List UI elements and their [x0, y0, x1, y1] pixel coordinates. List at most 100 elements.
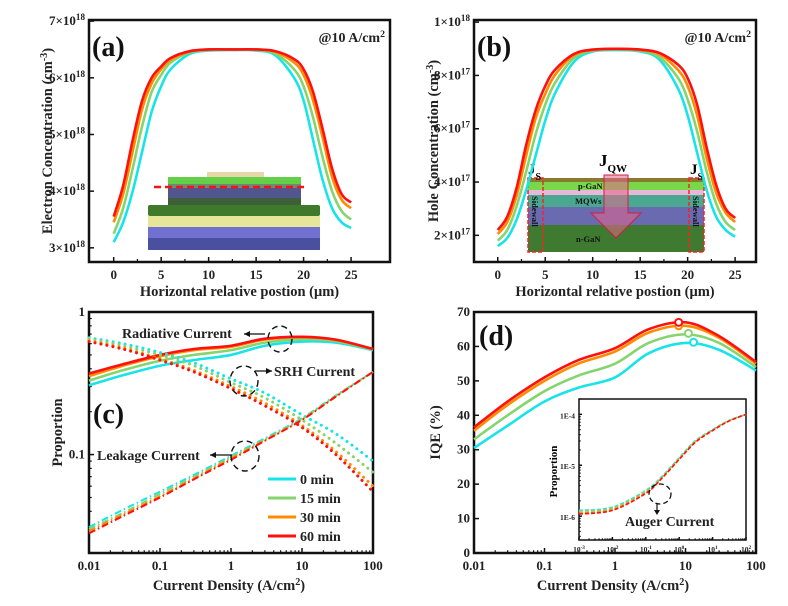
leakage-line-0-min: [88, 371, 374, 528]
y-tick-label: 1E-4: [560, 411, 575, 420]
plot-frame: [87, 18, 392, 264]
x-tick-label: 25: [345, 267, 359, 282]
panel-b: 0 5 10 15 20 252×10174×10176×10178×10171×1018…: [425, 13, 758, 300]
x-tick-label: 10: [202, 267, 215, 282]
legend-label: 60 min: [300, 530, 341, 545]
legend-label: 0 min: [300, 473, 334, 488]
device-schematic-a: [148, 172, 320, 250]
x-tick-label: 0: [494, 267, 501, 282]
mqws-label: MQWs: [575, 196, 602, 206]
x-tick-label: 100: [746, 558, 766, 573]
x-tick-label: 0.1: [536, 558, 552, 573]
x-axis-label: Current Density (A/cm2): [537, 577, 689, 595]
x-tick-label: 15: [634, 267, 648, 282]
x-tick-label: 0: [110, 267, 117, 282]
peak-marker-15-min: [683, 328, 693, 338]
p-gan-label: p-GaN: [578, 181, 603, 191]
leakage-line-15-min: [88, 371, 374, 531]
current-density-annotation: @10 A/cm2: [684, 29, 751, 47]
x-tick-label: 0.01: [78, 558, 101, 573]
highlight-ellipse: [267, 325, 293, 353]
y-tick-label: 70: [457, 304, 470, 319]
js-right-label: JS: [690, 162, 704, 183]
panel-label: (b): [477, 32, 511, 63]
sidewall-left-label: Sidewall: [530, 196, 540, 227]
srh-current-label: SRH Current: [274, 365, 355, 380]
y-tick-label: 0.1: [69, 447, 85, 462]
y-tick-label: 50: [457, 373, 470, 388]
y-axis-label: IQE (%): [428, 405, 444, 460]
x-tick-label: 20: [681, 267, 694, 282]
panel-d: 0.01 0.1 1 10 100 0 10 20 30 40 50 60 70 (d) Current D…: [428, 304, 766, 594]
y-tick-label: 60: [457, 338, 470, 353]
current-density-annotation: @10 A/cm2: [318, 29, 385, 47]
plot-frame: [472, 18, 758, 264]
x-tick-label: 0.1: [152, 558, 168, 573]
x-tick-label: 5: [158, 267, 165, 282]
y-tick-label: 1E-6: [560, 513, 575, 522]
panel-label: (d): [479, 321, 513, 352]
inset-background: [579, 399, 746, 540]
y-tick-label: 30: [457, 442, 470, 457]
x-tick-label: 10: [296, 558, 309, 573]
curve-0-min: [473, 341, 757, 450]
srh-line-0-min: [87, 336, 375, 463]
sidewall-left-box: [527, 177, 544, 253]
panel-c: 0.01 0.1 1 10 100 0.1 1 (c) Current Density (A/c…: [50, 304, 383, 594]
arrow-head-icon: [210, 452, 216, 458]
auger-inset: 10-3 10-2 10-1 100 101 102 1E-6 1E-5 1E-4 Proport…: [548, 398, 752, 554]
panel-label: (a): [92, 32, 125, 63]
curve-60-min: [473, 320, 757, 429]
panel-a: 0 5 10 15 20 253×10184×10185×10186×10187×1018…: [39, 12, 392, 300]
inset-y-axis-label: Proportion: [548, 446, 560, 498]
x-tick-label: 10: [586, 267, 599, 282]
x-axis-label: Horizontal relative postion (μm): [515, 284, 714, 300]
jqw-label: JQW: [599, 151, 627, 175]
x-tick-label: 10-2: [606, 545, 618, 554]
y-axis-label: Electron Concentration (cm-3): [39, 48, 57, 234]
y-tick-label: 40: [457, 407, 470, 422]
x-axis-label: Horizontal relative postion (μm): [140, 284, 339, 300]
arrow-head-icon: [266, 368, 272, 374]
legend-label: 30 min: [300, 511, 341, 526]
y-tick-label: 1: [79, 304, 86, 319]
x-tick-label: 100: [674, 545, 685, 554]
x-tick-label: 15: [250, 267, 264, 282]
x-tick-label: 1: [228, 558, 235, 573]
sidewall-right-box: [688, 177, 705, 253]
leakage-current-label: Leakage Current: [97, 449, 200, 464]
peak-marker-0-min: [689, 337, 699, 347]
x-tick-label: 102: [741, 545, 752, 554]
x-axis-label: Current Density (A/cm2): [153, 577, 305, 595]
arrow-head-icon: [654, 510, 660, 515]
x-tick-label: 100: [363, 558, 383, 573]
highlight-ellipse: [229, 365, 259, 397]
x-tick-label: 25: [729, 267, 743, 282]
x-tick-label: 1: [612, 558, 619, 573]
curve-60-min: [496, 47, 737, 231]
highlight-ellipse: [230, 440, 260, 472]
y-tick-label: 20: [457, 476, 470, 491]
x-tick-label: 10: [679, 558, 692, 573]
radiative-line-0-min: [88, 340, 374, 387]
auger-current-label: Auger Current: [625, 515, 715, 530]
y-axis-label: Proportion: [50, 398, 66, 466]
y-axis-label: Hole Concentration (cm-3): [425, 60, 443, 222]
jqw-arrow-icon: [589, 174, 643, 239]
srh-line-60-min: [87, 340, 375, 494]
radiative-line-60-min: [88, 335, 374, 375]
x-tick-label: 10-3: [573, 545, 585, 554]
x-tick-label: 0.01: [463, 558, 486, 573]
device-schematic-b: p-GaN MQWs n-GaN Sidewall Sidewall JS JS…: [527, 151, 705, 253]
y-tick-label: 1E-5: [560, 462, 575, 471]
radiative-current-label: Radiative Current: [122, 327, 232, 342]
x-tick-label: 101: [708, 545, 719, 554]
x-tick-label: 20: [297, 267, 310, 282]
legend-label: 15 min: [300, 492, 341, 507]
peak-marker-60-min: [674, 317, 684, 327]
plots: 0 5 10 15 20 253×10184×10185×10186×10187×1018…: [39, 12, 766, 594]
curve-15-min: [473, 333, 757, 441]
n-gan-label: n-GaN: [576, 234, 601, 244]
y-tick-label: 10: [457, 511, 470, 526]
auger-line-60-min: [578, 413, 747, 515]
